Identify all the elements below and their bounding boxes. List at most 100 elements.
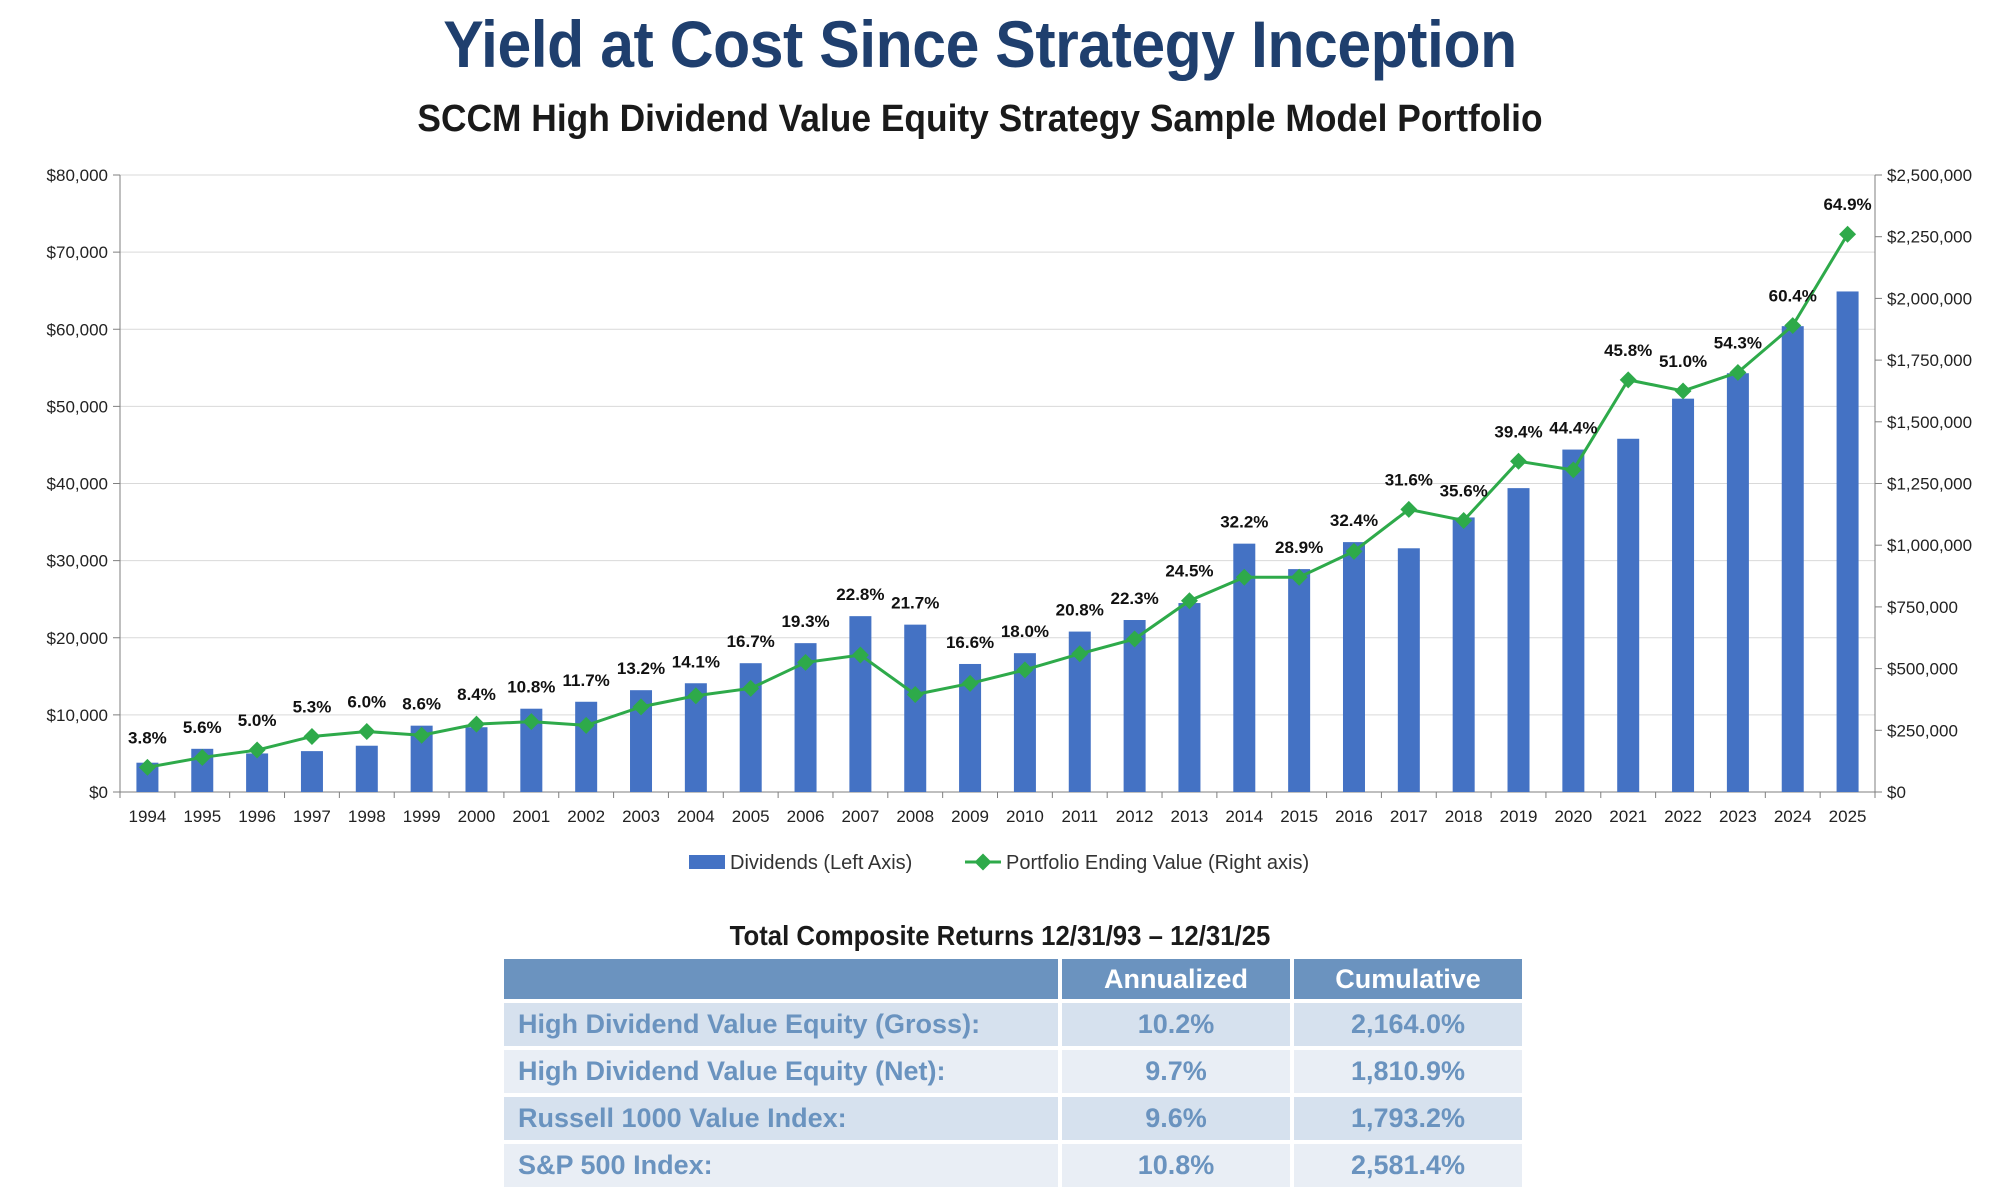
legend-label-portfolio: Portfolio Ending Value (Right axis)	[1006, 852, 1309, 874]
chart-subtitle: SCCM High Dividend Value Equity Strategy…	[417, 98, 1543, 140]
row-annualized: 10.2%	[1062, 1003, 1290, 1046]
dividend-chart: $0 $10,000 $20,000 $30,000 $40,000 $50,000 $60…	[47, 166, 1973, 874]
right-axis-tick-label: $750,000	[1887, 598, 1958, 617]
row-annualized: 9.7%	[1062, 1050, 1290, 1093]
x-axis-tick-label: 1996	[238, 807, 276, 826]
bar-dividends	[1013, 653, 1036, 792]
portfolio-value-point	[577, 716, 595, 734]
portfolio-value-point	[1290, 568, 1308, 586]
x-axis-tick-label: 2020	[1554, 807, 1592, 826]
x-axis-tick-label: 1999	[403, 807, 441, 826]
returns-table-title: Total Composite Returns 12/31/93 – 12/31…	[729, 920, 1271, 951]
row-name: High Dividend Value Equity (Gross):	[504, 1003, 1058, 1046]
bar-data-label: 5.0%	[238, 711, 277, 730]
bar-dividends	[465, 727, 488, 792]
bar-dividends	[959, 663, 982, 792]
bar-data-label: 5.3%	[293, 697, 332, 716]
row-cumulative: 2,581.4%	[1294, 1144, 1522, 1187]
bar-dividends	[630, 690, 653, 792]
bar-dividends	[1617, 438, 1640, 792]
returns-header-annualized: Annualized	[1062, 959, 1290, 999]
table-row: S&P 500 Index: 10.8% 2,581.4%	[504, 1144, 1522, 1187]
x-axis-tick-label: 1997	[293, 807, 331, 826]
bar-data-label: 51.0%	[1659, 352, 1707, 371]
bar-data-label: 28.9%	[1275, 538, 1323, 557]
bar-data-label: 14.1%	[672, 652, 720, 671]
right-axis-tick-label: $2,000,000	[1887, 289, 1972, 308]
table-row: High Dividend Value Equity (Net): 9.7% 1…	[504, 1050, 1522, 1093]
x-axis-tick-label: 1995	[183, 807, 221, 826]
left-axis-tick-label: $10,000	[47, 706, 108, 725]
x-axis-tick-label: 2006	[787, 807, 825, 826]
legend-swatch-portfolio-marker	[974, 853, 992, 871]
x-axis-tick-label: 2009	[951, 807, 989, 826]
x-axis-tick-label: 2018	[1445, 807, 1483, 826]
bar-series	[136, 291, 1859, 792]
table-row: High Dividend Value Equity (Gross): 10.2…	[504, 1003, 1522, 1046]
bar-data-label: 16.6%	[946, 633, 994, 652]
portfolio-value-point	[138, 758, 156, 776]
right-axis-tick-label: $1,750,000	[1887, 351, 1972, 370]
portfolio-value-point	[906, 686, 924, 703]
bar-dividends	[520, 708, 543, 792]
portfolio-value-point	[413, 726, 431, 744]
x-axis-tick-label: 2004	[677, 807, 715, 826]
bar-data-label: 13.2%	[617, 659, 665, 678]
bar-dividends	[849, 616, 872, 792]
bar-data-label: 20.8%	[1056, 601, 1104, 620]
portfolio-value-point	[1016, 661, 1034, 679]
bar-data-label: 8.6%	[402, 695, 441, 714]
x-axis-tick-label: 1994	[129, 807, 167, 826]
bar-dividends	[575, 701, 598, 792]
bar-data-label: 32.4%	[1330, 511, 1378, 530]
chart-title: Yield at Cost Since Strategy Inception	[443, 7, 1517, 81]
bar-dividends	[300, 751, 323, 792]
left-axis-tick-label: $30,000	[47, 552, 108, 571]
bar-dividends	[1726, 373, 1749, 792]
right-axis-tick-label: $500,000	[1887, 660, 1958, 679]
portfolio-value-point	[1071, 645, 1089, 663]
x-axis-tick-label: 2008	[896, 807, 934, 826]
right-axis-tick-label: $1,000,000	[1887, 536, 1972, 555]
bar-data-label: 24.5%	[1165, 562, 1213, 581]
left-axis-tick-label: $40,000	[47, 475, 108, 494]
bar-data-label: 19.3%	[781, 612, 829, 631]
bar-dividends	[1178, 603, 1201, 792]
portfolio-value-point	[797, 653, 815, 671]
bar-dividends	[1836, 291, 1859, 792]
x-axis-tick-label: 2012	[1116, 807, 1154, 826]
portfolio-value-point	[687, 687, 705, 705]
portfolio-value-point	[1345, 542, 1363, 560]
row-annualized: 9.6%	[1062, 1097, 1290, 1140]
legend-label-dividends: Dividends (Left Axis)	[730, 852, 912, 874]
x-axis-tick-label: 2014	[1225, 807, 1263, 826]
portfolio-value-point	[851, 646, 869, 664]
row-cumulative: 2,164.0%	[1294, 1003, 1522, 1046]
bar-dividends	[355, 745, 378, 792]
x-axis-tick-label: 2001	[512, 807, 550, 826]
bar-dividends	[1068, 631, 1091, 792]
bar-data-label: 44.4%	[1549, 419, 1597, 438]
portfolio-value-point	[467, 715, 485, 733]
bar-data-label: 54.3%	[1714, 333, 1762, 352]
bar-dividends	[246, 753, 269, 792]
right-axis-tick-label: $2,500,000	[1887, 166, 1972, 185]
row-name: Russell 1000 Value Index:	[504, 1097, 1058, 1140]
bar-data-label: 16.7%	[727, 632, 775, 651]
row-cumulative: 1,810.9%	[1294, 1050, 1522, 1093]
left-axis-tick-label: $50,000	[47, 397, 108, 416]
returns-header-blank	[504, 959, 1058, 999]
bar-data-label: 3.8%	[128, 728, 167, 747]
bar-data-label: 32.2%	[1220, 513, 1268, 532]
bar-data-label: 60.4%	[1769, 287, 1817, 306]
portfolio-value-point	[248, 741, 266, 759]
left-axis-tick-label: $20,000	[47, 629, 108, 648]
row-name: S&P 500 Index:	[504, 1144, 1058, 1187]
bar-dividends	[904, 624, 927, 792]
portfolio-value-point	[1126, 630, 1144, 648]
portfolio-value-point	[1674, 382, 1692, 400]
bar-dividends	[1233, 543, 1256, 792]
returns-table: Annualized Cumulative High Dividend Valu…	[500, 955, 1526, 1191]
left-axis-tick-label: $80,000	[47, 166, 108, 185]
row-name: High Dividend Value Equity (Net):	[504, 1050, 1058, 1093]
